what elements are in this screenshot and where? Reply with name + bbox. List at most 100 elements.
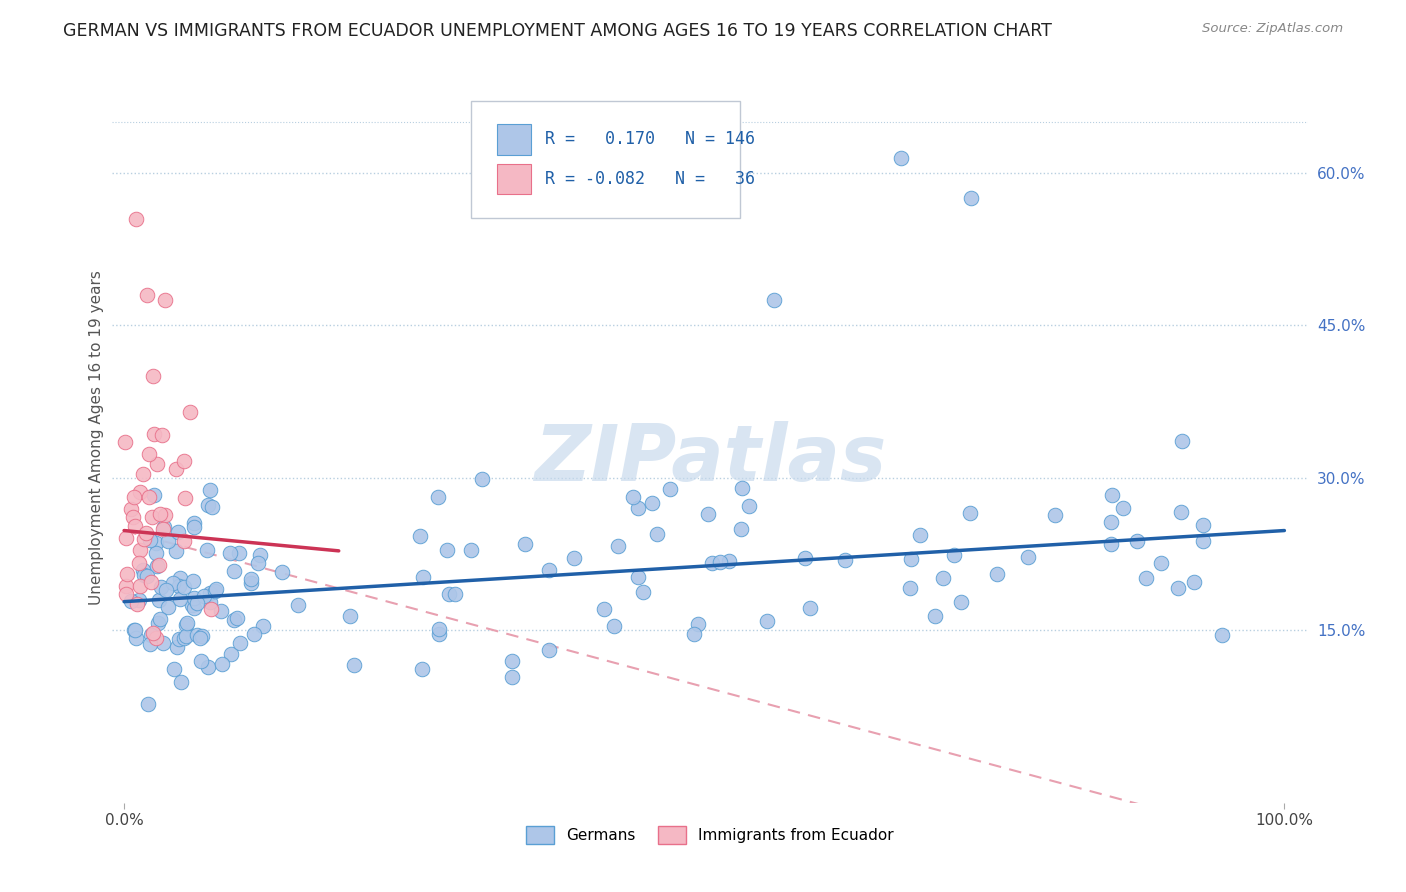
Point <box>128 592 150 607</box>
Point <box>932 572 955 586</box>
Point <box>287 598 309 612</box>
Point <box>339 609 361 624</box>
Point <box>142 626 165 640</box>
Point <box>222 613 245 627</box>
Point <box>211 657 233 672</box>
Point <box>1170 505 1192 519</box>
Point <box>183 591 205 606</box>
Point <box>139 628 162 642</box>
Point <box>242 627 264 641</box>
Point <box>246 556 269 570</box>
FancyBboxPatch shape <box>498 163 531 194</box>
Point <box>444 587 467 601</box>
Point <box>115 531 138 545</box>
Point <box>607 539 630 553</box>
Point <box>197 498 219 512</box>
Point <box>152 522 174 536</box>
Point <box>153 520 176 534</box>
Point <box>427 490 450 504</box>
Point <box>709 555 731 569</box>
Point <box>239 572 262 586</box>
Point <box>135 526 157 541</box>
Point <box>1182 574 1205 589</box>
Point <box>890 151 912 165</box>
Point <box>959 506 981 520</box>
Text: R =   0.170   N = 146: R = 0.170 N = 146 <box>546 130 755 148</box>
Point <box>134 532 156 546</box>
Point <box>183 516 205 530</box>
Point <box>226 610 249 624</box>
Point <box>730 522 752 536</box>
Point <box>115 587 138 601</box>
Point <box>155 583 177 598</box>
Point <box>179 404 201 418</box>
Point <box>228 546 250 560</box>
Point <box>270 566 292 580</box>
Point <box>986 567 1008 582</box>
Point <box>125 631 148 645</box>
Point <box>627 500 650 515</box>
Point <box>198 585 221 599</box>
Point <box>1149 556 1171 570</box>
Point <box>166 525 188 540</box>
Point <box>762 293 785 307</box>
Point <box>686 617 709 632</box>
Point <box>439 587 461 601</box>
Point <box>174 629 197 643</box>
Point <box>240 575 263 590</box>
Point <box>412 570 434 584</box>
Point <box>124 519 146 533</box>
Point <box>1171 434 1194 448</box>
Point <box>115 567 138 582</box>
Point <box>146 615 169 630</box>
Point <box>799 600 821 615</box>
Point <box>157 534 180 549</box>
Point <box>173 454 195 468</box>
Point <box>167 579 190 593</box>
Point <box>460 543 482 558</box>
Point <box>148 558 170 572</box>
Point <box>146 559 169 574</box>
Point <box>186 596 208 610</box>
Point <box>141 510 163 524</box>
Point <box>515 536 537 550</box>
Point <box>170 674 193 689</box>
Point <box>924 608 946 623</box>
Point <box>627 570 650 584</box>
Point <box>132 563 155 577</box>
Point <box>145 632 167 646</box>
Point <box>173 491 195 506</box>
Point <box>738 499 761 513</box>
Point <box>132 467 155 482</box>
Point <box>1192 533 1215 548</box>
Point <box>1111 500 1133 515</box>
Point <box>641 495 664 509</box>
Point <box>122 624 145 638</box>
Point <box>756 614 779 628</box>
Point <box>128 556 150 570</box>
Point <box>697 508 720 522</box>
Point <box>1099 516 1122 530</box>
Point <box>122 490 145 504</box>
Point <box>149 612 172 626</box>
Point <box>1099 537 1122 551</box>
Point <box>205 582 228 596</box>
Point <box>593 601 616 615</box>
Point <box>153 508 176 522</box>
Point <box>191 629 214 643</box>
Point <box>186 627 208 641</box>
Point <box>659 482 682 496</box>
Point <box>143 488 166 502</box>
Point <box>122 510 145 524</box>
Point <box>252 619 274 633</box>
Point <box>146 457 169 471</box>
Point <box>1167 581 1189 595</box>
Point <box>731 481 754 495</box>
Point <box>125 211 148 226</box>
Point <box>834 553 856 567</box>
Point <box>114 579 136 593</box>
Y-axis label: Unemployment Among Ages 16 to 19 years: Unemployment Among Ages 16 to 19 years <box>89 269 104 605</box>
Point <box>150 428 173 442</box>
Point <box>645 527 668 541</box>
Text: ZIPatlas: ZIPatlas <box>534 421 886 497</box>
